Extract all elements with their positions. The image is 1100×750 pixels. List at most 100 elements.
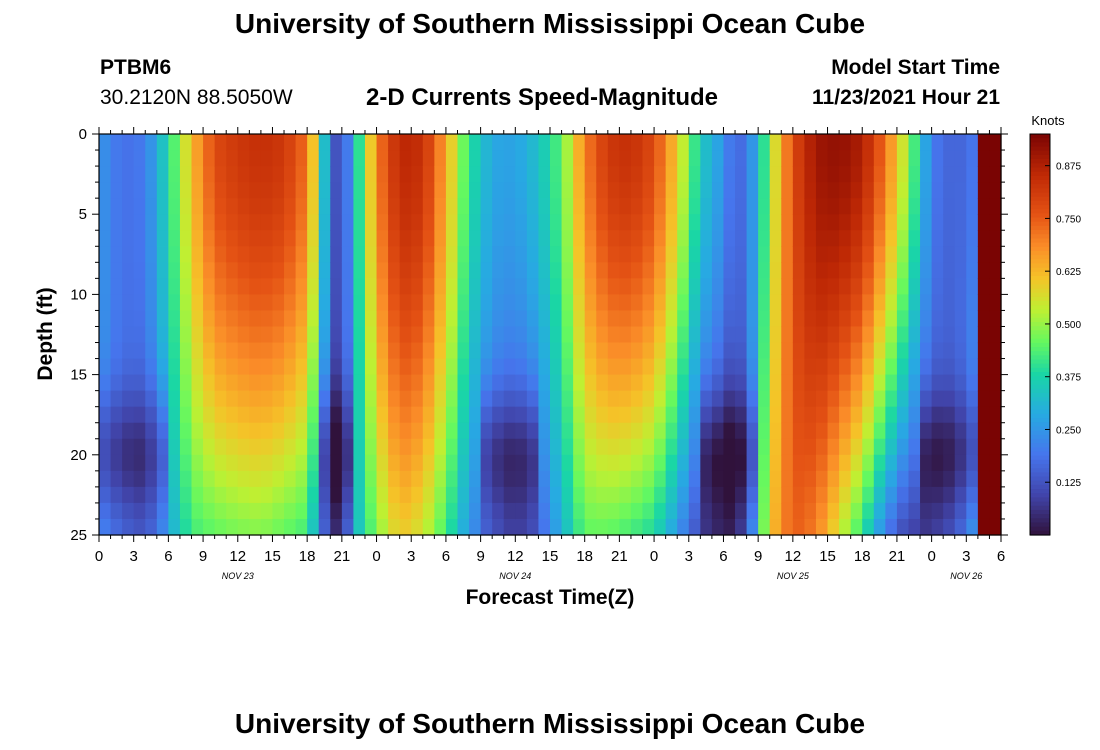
- heatmap-cell: [758, 422, 771, 440]
- heatmap-cell: [214, 358, 227, 376]
- heatmap-cell: [422, 246, 435, 263]
- heatmap-cell: [168, 422, 181, 440]
- heatmap-cell: [399, 214, 412, 231]
- heatmap-cell: [931, 246, 944, 263]
- heatmap-cell: [723, 326, 736, 344]
- heatmap-cell: [457, 230, 470, 247]
- heatmap-cell: [526, 150, 540, 167]
- heatmap-cell: [723, 470, 736, 488]
- heatmap-cell: [526, 310, 540, 328]
- heatmap-cell: [850, 198, 863, 215]
- heatmap-cell: [388, 166, 401, 183]
- heatmap-cell: [145, 230, 158, 247]
- heatmap-cell: [133, 182, 146, 199]
- heatmap-cell: [237, 518, 250, 536]
- heatmap-cell: [584, 502, 597, 520]
- heatmap-cell: [550, 150, 563, 167]
- heatmap-cell: [168, 502, 181, 520]
- heatmap-cell: [954, 150, 967, 167]
- heatmap-cell: [399, 310, 412, 328]
- heatmap-cell: [284, 278, 297, 295]
- heatmap-cell: [364, 342, 378, 360]
- heatmap-cell: [642, 406, 655, 424]
- heatmap-cell: [792, 454, 806, 472]
- heatmap-cell: [804, 358, 817, 376]
- heatmap-cell: [341, 518, 355, 536]
- heatmap-cell: [584, 422, 597, 440]
- heatmap-cell: [677, 358, 690, 376]
- heatmap-cell: [677, 134, 690, 151]
- heatmap-cell: [561, 278, 574, 295]
- heatmap-cell: [758, 230, 771, 247]
- heatmap-cell: [295, 406, 308, 424]
- heatmap-cell: [781, 358, 794, 376]
- heatmap-cell: [272, 278, 285, 295]
- heatmap-cell: [330, 182, 343, 199]
- heatmap-cell: [596, 166, 609, 183]
- heatmap-cell: [110, 502, 123, 520]
- heatmap-cell: [584, 246, 597, 263]
- colorbar-swatch: [1030, 334, 1050, 340]
- heatmap-cell: [584, 470, 597, 488]
- heatmap-cell: [156, 198, 169, 215]
- heatmap-cell: [746, 310, 759, 328]
- heatmap-cell: [677, 166, 690, 183]
- y-tick-label: 20: [70, 447, 87, 464]
- heatmap-cell: [769, 198, 782, 215]
- heatmap-cell: [364, 422, 378, 440]
- x-date-label: NOV 25: [777, 571, 810, 581]
- heatmap-cell: [896, 134, 910, 151]
- heatmap-cell: [862, 374, 875, 392]
- heatmap-cell: [769, 390, 782, 408]
- heatmap-cell: [758, 166, 771, 183]
- heatmap-cell: [792, 262, 806, 279]
- heatmap-cell: [850, 150, 863, 167]
- heatmap-cell: [943, 470, 956, 488]
- heatmap-cell: [735, 262, 748, 279]
- heatmap-cell: [492, 390, 505, 408]
- heatmap-cell: [642, 518, 655, 536]
- heatmap-cell: [573, 294, 586, 312]
- heatmap-cell: [908, 294, 921, 312]
- heatmap-cell: [226, 342, 239, 360]
- heatmap-cell: [480, 198, 493, 215]
- colorbar-swatch: [1030, 388, 1050, 394]
- heatmap-cell: [561, 518, 574, 536]
- heatmap-cell: [457, 246, 470, 263]
- heatmap-cell: [156, 294, 169, 312]
- heatmap-cell: [873, 278, 886, 295]
- heatmap-cell: [226, 278, 239, 295]
- heatmap-cell: [688, 518, 701, 536]
- heatmap-cell: [781, 230, 794, 247]
- heatmap-cell: [815, 390, 829, 408]
- heatmap-cell: [665, 150, 678, 167]
- heatmap-cell: [908, 166, 921, 183]
- heatmap-cell: [827, 374, 840, 392]
- heatmap-cell: [896, 342, 910, 360]
- heatmap-cell: [688, 182, 701, 199]
- heatmap-cell: [480, 246, 493, 263]
- heatmap-cell: [619, 358, 632, 376]
- heatmap-cell: [341, 278, 355, 295]
- heatmap-cell: [920, 198, 933, 215]
- heatmap-cell: [908, 182, 921, 199]
- heatmap-cell: [307, 502, 320, 520]
- heatmap-cell: [110, 294, 123, 312]
- heatmap-cell: [249, 390, 262, 408]
- heatmap-cell: [827, 310, 840, 328]
- heatmap-cell: [550, 294, 563, 312]
- heatmap-cell: [665, 294, 678, 312]
- heatmap-cell: [411, 390, 424, 408]
- heatmap-cell: [885, 390, 898, 408]
- heatmap-cell: [711, 470, 725, 488]
- heatmap-cell: [781, 278, 794, 295]
- heatmap-cell: [503, 262, 516, 279]
- heatmap-cell: [735, 326, 748, 344]
- heatmap-cell: [526, 406, 540, 424]
- heatmap-cell: [480, 310, 493, 328]
- heatmap-cell: [307, 278, 320, 295]
- heatmap-cell: [908, 358, 921, 376]
- heatmap-cell: [804, 246, 817, 263]
- heatmap-cell: [885, 358, 898, 376]
- heatmap-cell: [723, 294, 736, 312]
